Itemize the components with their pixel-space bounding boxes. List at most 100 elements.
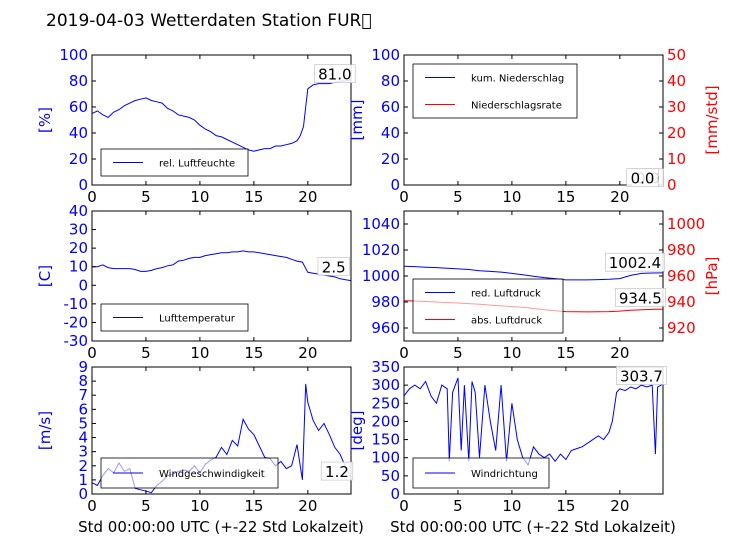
- x-tick-label: 10: [190, 188, 209, 206]
- y-axis-label-right: [mm/std]: [703, 85, 721, 154]
- x-tick-label: 15: [244, 188, 263, 206]
- annotation-box: [320, 461, 354, 481]
- y-tick-label: 300: [371, 376, 400, 394]
- y-tick-label: -10: [64, 295, 89, 313]
- y-tick-label: 20: [69, 150, 88, 168]
- value-annotation: 2.5: [317, 256, 350, 276]
- series-line-1: [92, 383, 351, 494]
- legend-label: Lufttemperatur: [159, 314, 236, 325]
- x-tick-label: 0: [87, 497, 97, 515]
- y-axis-label: [m/s]: [36, 411, 54, 450]
- y-tick-label: 1020: [362, 241, 400, 259]
- y-axis-label-right: [hPa]: [703, 257, 721, 296]
- x-tick-label: 20: [298, 344, 317, 362]
- value-annotation: 0.0: [626, 168, 659, 188]
- annotation-box: [615, 287, 666, 307]
- x-tick-label: 5: [141, 188, 151, 206]
- annotation-box: [605, 252, 665, 272]
- legend-box: [412, 63, 578, 119]
- legend-label: rel. Luftfeuchte: [159, 159, 235, 170]
- figure-title: 2019-04-03 Wetterdaten Station FUR : [46, 11, 372, 31]
- x-tick-label: 10: [190, 344, 209, 362]
- value-annotation: 303.7: [616, 366, 667, 386]
- y-tick-label: 0: [78, 176, 88, 194]
- y-right-tick-label: 960: [667, 267, 696, 285]
- chart-panel-5: 0 5 10 15 200123456789[m/s]Windgeschwindigke…: [36, 358, 354, 515]
- value-annotation: 934.5: [615, 287, 666, 307]
- plot-frame: [403, 366, 664, 495]
- y-tick-label: 0: [390, 485, 400, 503]
- series-line-1: [404, 377, 663, 467]
- legend-box: [412, 278, 564, 334]
- y-tick-label: 80: [381, 72, 400, 90]
- y-tick-label: 8: [78, 372, 88, 390]
- x-tick-label: 0: [399, 188, 409, 206]
- y-tick-label: 40: [69, 202, 88, 220]
- y-tick-label: 980: [371, 293, 400, 311]
- y-tick-label: 60: [69, 98, 88, 116]
- plot-frame: [91, 54, 352, 186]
- x-tick-label: 0: [87, 188, 97, 206]
- y-tick-label: 1040: [362, 215, 400, 233]
- x-tick-label: 15: [556, 188, 575, 206]
- legend-label: kum. Niederschlag: [471, 74, 564, 85]
- y-tick-label: 100: [371, 449, 400, 467]
- y-tick-label: 350: [371, 358, 400, 376]
- y-tick-label: 1000: [362, 267, 400, 285]
- chart-panel-6: 0 5 10 15 20050100150200250300350[deg]Windri…: [348, 358, 667, 515]
- x-tick-label: 5: [453, 188, 463, 206]
- y-tick-label: 200: [371, 412, 400, 430]
- chart-panel-4: 0 5 10 15 20 960 980 1000 1020 1040 920 940 960 980 10…: [362, 210, 721, 362]
- legend-label: Windgeschwindigkeit: [159, 469, 265, 480]
- legend: Lufttemperatur: [100, 303, 249, 332]
- value-annotation: 81.0: [314, 64, 356, 84]
- x-tick-label: 15: [556, 344, 575, 362]
- x-tick-label: 10: [502, 188, 521, 206]
- y-tick-label: 5: [78, 414, 88, 432]
- legend: Windgeschwindigkeit: [100, 457, 279, 489]
- x-tick-label: 5: [141, 344, 151, 362]
- y-tick-label: 9: [78, 358, 88, 376]
- x-tick-label: 10: [502, 344, 521, 362]
- series-line-1: [404, 265, 663, 281]
- chart-panel-2: 0 5 10 15 20 0 20 40 60 80 100 0 10 20 30 40 50 [mm] [mm/s…: [348, 46, 721, 206]
- y-axis-label: [deg]: [348, 411, 366, 451]
- x-tick-label: 5: [141, 497, 151, 515]
- annotation-text: 1.2: [325, 463, 349, 481]
- x-tick-label: 5: [453, 497, 463, 515]
- y-tick-label: -30: [64, 332, 89, 350]
- legend: kum. Niederschlag Niederschlagsrate: [412, 63, 578, 119]
- x-tick-label: 20: [298, 497, 317, 515]
- chart-panel-3: 0 5 10 15 20-30-20-10010203040[C]Lufttempera…: [36, 202, 352, 362]
- annotation-box: [626, 168, 659, 187]
- x-axis-label-right: Std 00:00:00 UTC (+-22 Std Lokalzeit): [390, 518, 676, 536]
- annotation-box: [616, 366, 667, 385]
- y-tick-label: 20: [69, 239, 88, 257]
- series-line-1: [92, 79, 351, 152]
- y-tick-label: 40: [381, 124, 400, 142]
- y-right-tick-label: 980: [667, 241, 696, 259]
- y-tick-label: -20: [64, 313, 89, 331]
- annotation-box: [314, 64, 356, 83]
- annotation-text: 2.5: [322, 258, 346, 276]
- x-tick-label: 10: [190, 497, 209, 515]
- y-right-tick-label: 20: [667, 124, 686, 142]
- y-tick-label: 150: [371, 431, 400, 449]
- y-axis-label: [C]: [36, 265, 54, 287]
- x-tick-label: 20: [610, 497, 629, 515]
- annotation-text: 934.5: [619, 289, 662, 307]
- x-tick-label: 0: [87, 344, 97, 362]
- legend: rel. Luftfeuchte: [100, 148, 249, 177]
- x-tick-label: 15: [244, 497, 263, 515]
- y-tick-label: 40: [69, 124, 88, 142]
- y-tick-label: 50: [381, 467, 400, 485]
- y-tick-label: 10: [69, 258, 88, 276]
- x-tick-label: 0: [399, 344, 409, 362]
- series-line-1: [92, 250, 351, 282]
- x-tick-label: 15: [556, 497, 575, 515]
- y-tick-label: 250: [371, 394, 400, 412]
- x-tick-label: 20: [610, 344, 629, 362]
- y-right-tick-label: 1000: [667, 215, 705, 233]
